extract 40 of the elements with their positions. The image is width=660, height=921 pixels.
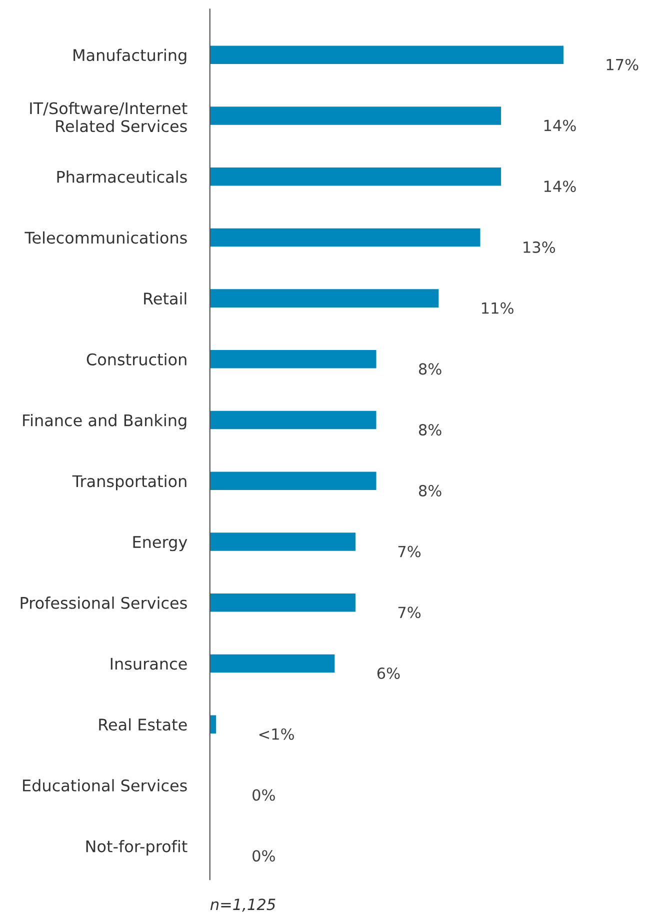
data-label: 7% xyxy=(398,606,421,618)
bar xyxy=(210,532,356,551)
bar xyxy=(210,350,376,368)
data-label: 8% xyxy=(418,484,442,496)
bar xyxy=(210,654,335,673)
y-tick-label: Not-for-profit xyxy=(86,840,188,856)
y-tick-label: Pharmaceuticals xyxy=(57,170,187,183)
y-tick-label: Real Estate xyxy=(99,718,187,731)
y-tick-label: Manufacturing xyxy=(74,48,186,64)
bar xyxy=(210,410,376,430)
bar xyxy=(210,46,564,64)
data-label: <1% xyxy=(259,728,294,740)
data-label: 7% xyxy=(398,546,421,558)
data-label: 0% xyxy=(252,789,275,801)
data-label: 17% xyxy=(606,58,638,70)
data-label: 0% xyxy=(252,850,275,862)
data-label: 6% xyxy=(377,667,400,680)
y-tick-label: Construction xyxy=(86,353,186,366)
bar xyxy=(210,289,439,308)
y-tick-label: Retail xyxy=(144,292,186,305)
y-tick-label: Telecommunications xyxy=(24,231,187,244)
bar xyxy=(210,594,356,612)
y-tick-label: Insurance xyxy=(110,658,187,670)
bar xyxy=(210,472,376,490)
bar xyxy=(210,106,502,125)
data-label: 8% xyxy=(418,424,442,436)
y-tick-label: Educational Services xyxy=(23,779,187,792)
data-label: 14% xyxy=(544,120,576,132)
bar xyxy=(210,167,502,186)
y-tick-label: Transportation xyxy=(72,474,186,490)
y-tick-label: Finance and Banking xyxy=(23,414,186,430)
y-tick-label: Energy xyxy=(133,536,188,552)
data-label: 8% xyxy=(418,363,442,375)
data-label: 13% xyxy=(524,241,556,253)
y-tick-label: IT/Software/Internet Related Services xyxy=(30,102,188,132)
data-label: 14% xyxy=(544,180,576,192)
bar xyxy=(210,228,480,247)
text: n=1,125 xyxy=(210,898,276,912)
data-label: 11% xyxy=(482,302,514,314)
y-tick-label: Professional Services xyxy=(20,596,187,609)
